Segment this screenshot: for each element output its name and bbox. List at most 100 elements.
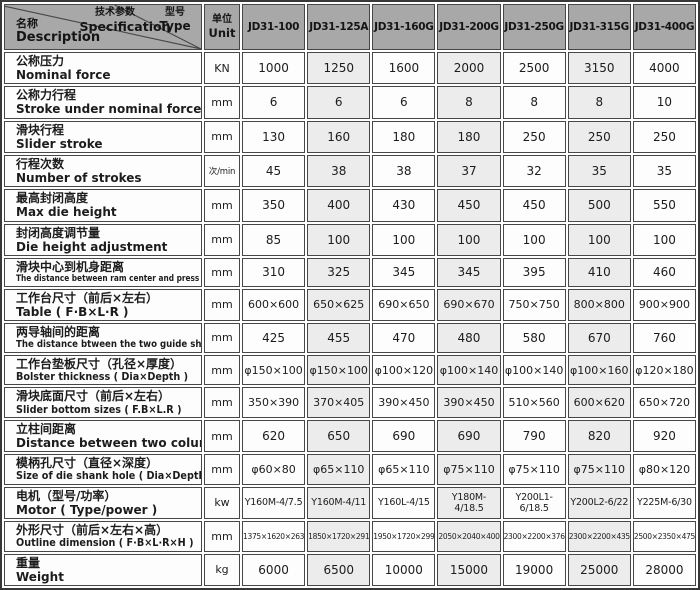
spec-value-cell: 19000: [502, 553, 566, 586]
spec-value-cell: 510×560: [502, 387, 566, 418]
spec-value-cell: 6: [242, 86, 306, 119]
spec-value-cell: φ100×120: [372, 354, 436, 386]
spec-value-cell: 390×450: [372, 387, 436, 418]
column-header-model: JD31-100: [242, 4, 306, 50]
spec-value-cell: Y200L1-6/18.5: [502, 486, 566, 520]
table-row: 滑块行程 Slider stroke mm 130 160 180 180 250 250 250: [4, 120, 696, 153]
table-row: 模柄孔尺寸（直径×深度） Size of die shank hole ( Dia…: [4, 454, 696, 485]
row-label-en: Motor ( Type/power ): [16, 502, 158, 517]
unit-header-zh: 单位: [212, 13, 232, 25]
spec-value-cell: 1250: [307, 52, 371, 85]
spec-value-cell: 900×900: [632, 288, 696, 321]
spec-value-cell: φ65×110: [372, 454, 436, 485]
row-label: 封闭高度调节量 Die height adjustment: [4, 223, 202, 256]
row-label-en: Bolster thickness ( Dia×Depth ): [16, 371, 189, 384]
table-row: 重量 Weight kg 6000 6500 10000 15000 19000 25000 28…: [4, 553, 696, 586]
table-row: 工作台垫板尺寸（孔径×厚度） Bolster thickness ( Dia×De…: [4, 354, 696, 386]
row-label-zh: 封闭高度调节量: [16, 225, 101, 240]
corner-name-label: 名称 Description: [16, 17, 100, 46]
spec-value-cell: 250: [567, 120, 631, 153]
spec-value-cell: 100: [372, 223, 436, 256]
row-label: 工作台垫板尺寸（孔径×厚度） Bolster thickness ( Dia×De…: [4, 354, 202, 386]
row-label-zh: 公称压力: [16, 54, 65, 68]
spec-value-cell: 400: [307, 189, 371, 222]
row-unit: 次/min: [204, 154, 240, 188]
row-label: 最高封闭高度 Max die height: [4, 189, 202, 222]
table-row: 电机（型号/功率） Motor ( Type/power ) kw Y160M-4/7…: [4, 486, 696, 520]
column-header-model: JD31-125A: [307, 4, 371, 50]
spec-value-cell: 650: [307, 419, 371, 453]
spec-value-cell: φ80×120: [632, 454, 696, 485]
table-row: 工作台尺寸（前后×左右） Table ( F·B×L·R ) mm 600×600 65…: [4, 288, 696, 321]
row-label: 公称压力 Nominal force: [4, 52, 202, 85]
spec-value-cell: 600×600: [242, 288, 306, 321]
spec-value-cell: 450: [437, 189, 501, 222]
row-unit: mm: [204, 223, 240, 256]
row-label-en: Max die height: [16, 205, 117, 220]
row-label-zh: 模柄孔尺寸（直径×深度）: [16, 456, 159, 471]
spec-value-cell: φ75×110: [567, 454, 631, 485]
row-label-en: Size of die shank hole ( Dia×Depth ): [16, 470, 202, 483]
spec-value-cell: 425: [242, 322, 306, 353]
row-label-en: Slider bottom sizes ( F.B×L.R ): [16, 403, 182, 416]
row-label: 滑块中心到机身距离 The distance between ram center…: [4, 257, 202, 287]
row-unit: mm: [204, 86, 240, 119]
row-label: 电机（型号/功率） Motor ( Type/power ): [4, 486, 202, 520]
unit-header-en: Unit: [208, 26, 236, 41]
spec-value-cell: 2000: [437, 52, 501, 85]
corner-type-zh: 型号: [165, 7, 185, 18]
spec-value-cell: 2500: [502, 52, 566, 85]
row-label-zh: 两导轴间的距离: [16, 324, 101, 339]
column-header-unit: 单位 Unit: [204, 4, 240, 50]
spec-value-cell: 130: [242, 120, 306, 153]
spec-value-cell: φ150×100: [307, 354, 371, 386]
spec-value-cell: 8: [567, 86, 631, 119]
spec-value-cell: 760: [632, 322, 696, 353]
row-label-en: Number of strokes: [16, 171, 142, 186]
spec-value-cell: 1000: [242, 52, 306, 85]
spec-value-cell: 650×720: [632, 387, 696, 418]
diagonal-divider-lines: [5, 5, 201, 49]
row-label-en: The distance btween the two guide shaft: [16, 339, 202, 351]
table-row: 最高封闭高度 Max die height mm 350 400 430 450 450 500…: [4, 189, 696, 222]
spec-value-cell: 6: [372, 86, 436, 119]
table-row: 滑块中心到机身距离 The distance between ram center…: [4, 257, 696, 287]
spec-value-cell: 100: [567, 223, 631, 256]
row-unit: mm: [204, 322, 240, 353]
spec-value-cell: 2050×2040×4000: [437, 521, 501, 552]
spec-value-cell: 8: [437, 86, 501, 119]
spec-value-cell: 45: [242, 154, 306, 188]
row-label-en: Weight: [16, 569, 64, 584]
spec-value-cell: φ100×160: [567, 354, 631, 386]
spec-value-cell: 430: [372, 189, 436, 222]
row-label-zh: 滑块行程: [16, 122, 65, 137]
table-row: 行程次数 Number of strokes 次/min 45 38 38 37 32 35 35: [4, 154, 696, 188]
spec-value-cell: 35: [632, 154, 696, 188]
spec-value-cell: 310: [242, 257, 306, 287]
row-unit: mm: [204, 288, 240, 321]
row-unit: mm: [204, 419, 240, 453]
spec-value-cell: φ100×140: [502, 354, 566, 386]
spec-value-cell: 6000: [242, 553, 306, 586]
row-label-zh: 最高封闭高度: [16, 191, 89, 206]
corner-type-label: 型号 Type: [152, 7, 198, 33]
spec-value-cell: 650×625: [307, 288, 371, 321]
row-label-en: The distance between ram center and pres…: [16, 274, 202, 285]
spec-value-cell: Y225M-6/30: [632, 486, 696, 520]
spec-value-cell: 6: [307, 86, 371, 119]
row-label: 滑块底面尺寸（前后×左右） Slider bottom sizes ( F.B×L…: [4, 387, 202, 418]
table-row: 两导轴间的距离 The distance btween the two guide…: [4, 322, 696, 353]
spec-value-cell: 32: [502, 154, 566, 188]
spec-value-cell: 100: [502, 223, 566, 256]
column-header-model: JD31-315G: [567, 4, 631, 50]
corner-spec-label: 技术参数 Specification: [55, 7, 175, 34]
row-label-en: Nominal force: [16, 68, 111, 83]
row-label: 行程次数 Number of strokes: [4, 154, 202, 188]
spec-value-cell: 38: [372, 154, 436, 188]
row-label-zh: 工作台尺寸（前后×左右）: [16, 290, 159, 305]
spec-value-cell: 1375×1620×2630: [242, 521, 306, 552]
row-label: 公称力行程 Stroke under nominal force: [4, 86, 202, 119]
